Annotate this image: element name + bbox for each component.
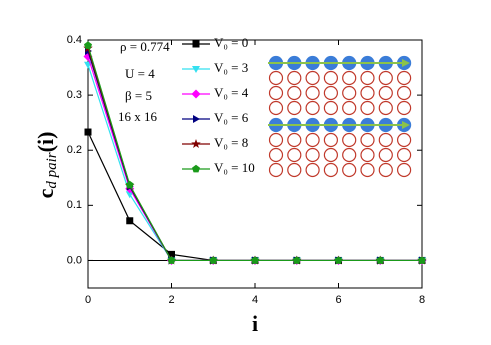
lattice-site (360, 132, 375, 148)
annotation: 16 x 16 (118, 109, 158, 124)
lattice-site (305, 147, 320, 163)
marker (251, 256, 259, 264)
marker (292, 256, 301, 264)
legend-marker (192, 66, 200, 73)
lattice-site (287, 147, 302, 163)
lattice-site (323, 132, 338, 148)
lattice-site (268, 70, 284, 86)
x-tick-label: 0 (85, 294, 91, 306)
lattice-site (397, 147, 412, 163)
lattice-site (378, 85, 393, 101)
lattice-site (323, 100, 338, 116)
lattice-site (287, 162, 302, 178)
lattice-arrowhead (402, 59, 410, 67)
lattice-site (323, 162, 338, 178)
lattice-site (323, 147, 338, 163)
series-line (87, 131, 422, 262)
lattice-site (342, 85, 357, 101)
lattice-site (268, 85, 284, 101)
marker (167, 256, 176, 264)
legend-marker (191, 139, 201, 149)
x-tick-label: 4 (252, 294, 258, 306)
y-label-main: c (33, 188, 58, 198)
lattice-site (360, 162, 375, 178)
lattice-site (360, 85, 375, 101)
marker (376, 256, 385, 264)
lattice-site (397, 85, 412, 101)
marker (84, 41, 92, 49)
lattice-site (305, 162, 320, 178)
annotation: ρ = 0.774 (120, 39, 170, 54)
x-tick-label: 2 (168, 294, 174, 306)
y-axis-label: cd pair(i) (33, 132, 60, 199)
marker (334, 256, 343, 264)
lattice-site (378, 147, 393, 163)
marker (126, 217, 134, 225)
y-tick-label: 0.4 (67, 34, 82, 46)
lattice-site (342, 162, 357, 178)
lattice-site (268, 162, 284, 178)
lattice-site (378, 162, 393, 178)
lattice-arrowhead (402, 121, 410, 129)
lattice-site (268, 147, 284, 163)
marker (84, 128, 92, 136)
lattice-site (287, 70, 302, 86)
lattice-site (323, 85, 338, 101)
marker (418, 256, 426, 264)
legend-label: V₀ = 0 (214, 35, 248, 50)
y-label-tail: (i) (33, 132, 58, 153)
legend-label: V₀ = 8 (214, 135, 248, 150)
lattice-site (268, 100, 284, 116)
y-label-sub: d pair (44, 152, 60, 188)
legend-label: V₀ = 3 (214, 60, 248, 75)
lattice-site (305, 100, 320, 116)
legend-label: V₀ = 4 (214, 85, 249, 100)
lattice-site (360, 100, 375, 116)
legend-marker (192, 40, 200, 48)
lattice-site (342, 147, 357, 163)
x-axis-label: i (252, 311, 258, 336)
annotation: U = 4 (125, 66, 155, 81)
lattice-inset (268, 55, 412, 178)
lattice-site (268, 132, 284, 148)
legend-label: V₀ = 10 (214, 160, 255, 175)
lattice-site (397, 132, 412, 148)
marker (168, 250, 175, 258)
marker (125, 180, 134, 189)
annotation: β = 5 (125, 88, 152, 103)
x-tick-label: 8 (419, 294, 425, 306)
y-tick-label: 0.3 (67, 89, 82, 101)
lattice-site (397, 162, 412, 178)
lattice-site (323, 70, 338, 86)
legend-marker (193, 115, 200, 123)
lattice-site (305, 132, 320, 148)
lattice-site (342, 100, 357, 116)
legend-marker (191, 89, 201, 99)
lattice-site (378, 132, 393, 148)
lattice-site (305, 85, 320, 101)
legend-marker (192, 164, 200, 173)
lattice-site (378, 100, 393, 116)
lattice-site (342, 70, 357, 86)
lattice-site (360, 70, 375, 86)
x-tick-label: 6 (335, 294, 341, 306)
lattice-site (287, 132, 302, 148)
lattice-site (342, 132, 357, 148)
y-tick-label: 0.1 (67, 199, 82, 211)
lattice-site (378, 70, 393, 86)
lattice-site (360, 147, 375, 163)
legend-label: V₀ = 6 (214, 110, 249, 125)
marker (209, 256, 218, 264)
y-tick-label: 0.2 (67, 144, 82, 156)
lattice-site (397, 70, 412, 86)
lattice-site (287, 85, 302, 101)
y-tick-label: 0.0 (67, 254, 82, 266)
lattice-site (397, 100, 412, 116)
lattice-site (305, 70, 320, 86)
lattice-site (287, 100, 302, 116)
